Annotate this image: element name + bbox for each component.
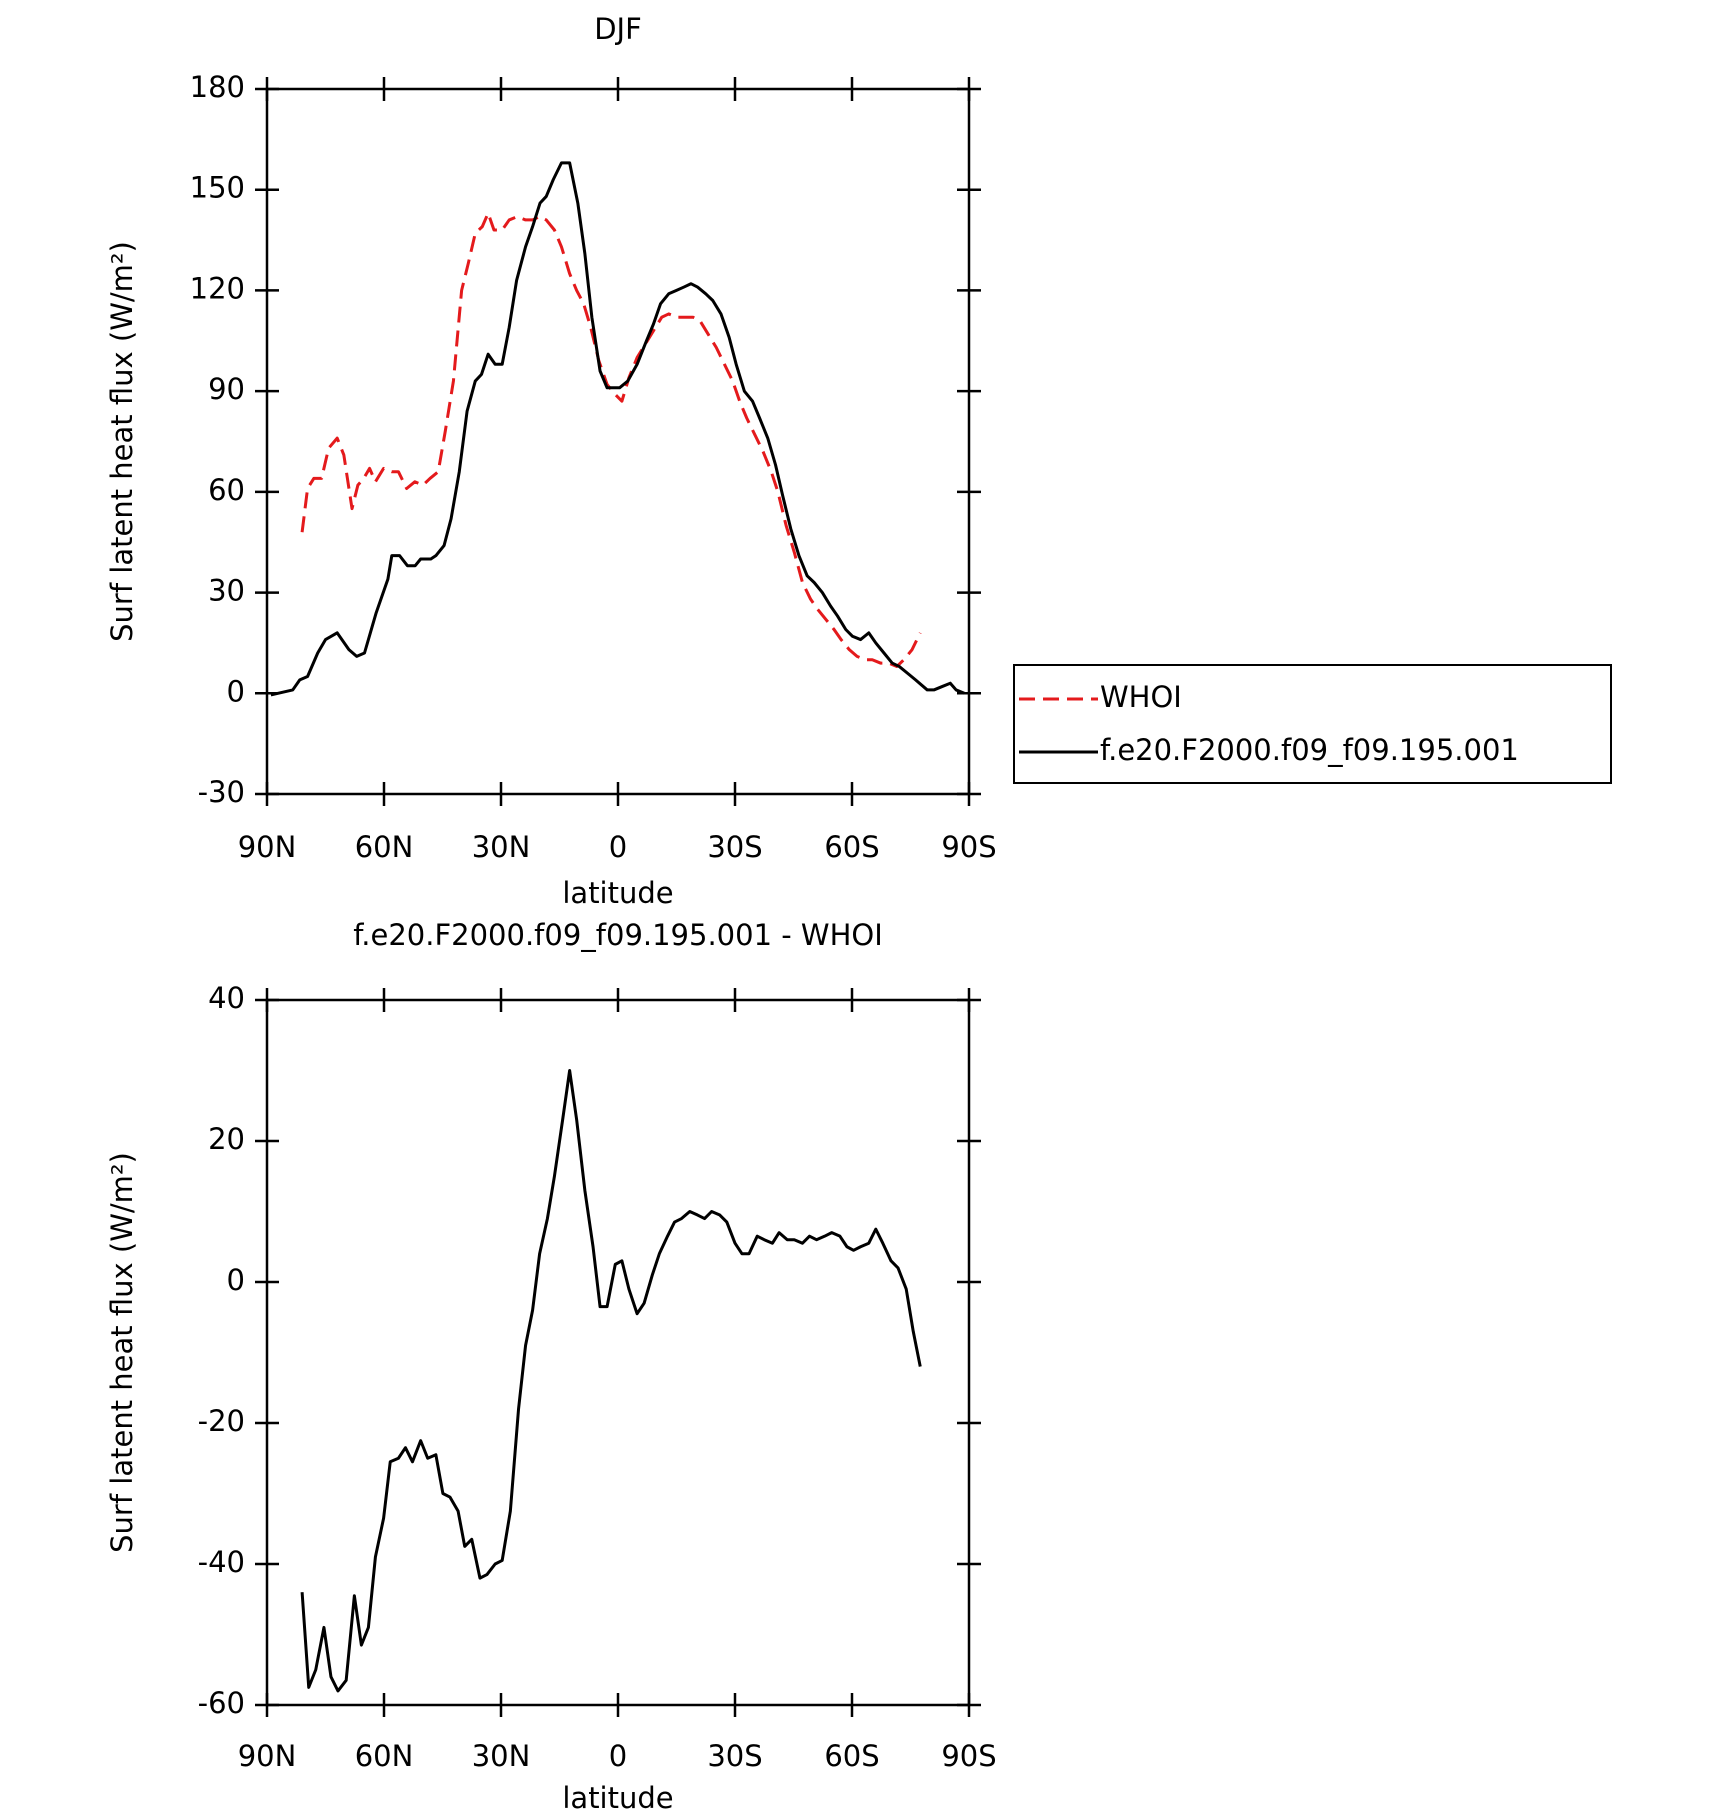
x-tick-label: 60S — [824, 1739, 879, 1773]
x-tick-label: 90S — [941, 1739, 996, 1773]
x-tick-label: 90N — [238, 1739, 297, 1773]
x-tick-label: 60S — [824, 830, 879, 864]
y-tick-label: -30 — [198, 775, 245, 809]
x-tick-label: 60N — [355, 830, 414, 864]
x-tick-label: 30N — [472, 1739, 531, 1773]
chart-title: f.e20.F2000.f09_f09.195.001 - WHOI — [353, 918, 883, 952]
x-tick-label: 30N — [472, 830, 531, 864]
y-tick-label: 120 — [190, 271, 245, 305]
y-tick-label: -40 — [198, 1545, 245, 1579]
chart-title: DJF — [594, 12, 642, 46]
legend-label: f.e20.F2000.f09_f09.195.001 — [1100, 733, 1519, 767]
x-tick-label: 0 — [609, 830, 627, 864]
legend-label: WHOI — [1100, 680, 1182, 714]
x-axis-label: latitude — [562, 876, 673, 910]
y-tick-label: -20 — [198, 1404, 245, 1438]
legend-box — [1013, 664, 1612, 784]
y-tick-label: 0 — [227, 1263, 245, 1297]
y-tick-label: 180 — [190, 70, 245, 104]
y-tick-label: 20 — [208, 1122, 245, 1156]
y-tick-label: 40 — [208, 981, 245, 1015]
data-line — [300, 1069, 922, 1693]
y-tick-label: 30 — [208, 574, 245, 608]
x-tick-label: 90S — [941, 830, 996, 864]
x-tick-label: 90N — [238, 830, 297, 864]
y-tick-label: -60 — [198, 1686, 245, 1720]
y-axis-label: Surf latent heat flux (W/m²) — [105, 241, 139, 642]
x-tick-label: 60N — [355, 1739, 414, 1773]
y-tick-label: 0 — [227, 674, 245, 708]
y-tick-label: 90 — [208, 372, 245, 406]
x-tick-label: 30S — [707, 1739, 762, 1773]
y-tick-label: 150 — [190, 171, 245, 205]
y-axis-label: Surf latent heat flux (W/m²) — [105, 1152, 139, 1553]
y-tick-label: 60 — [208, 473, 245, 507]
data-line — [270, 161, 965, 697]
x-axis-label: latitude — [562, 1781, 673, 1815]
plot-frame — [265, 87, 971, 796]
x-tick-label: 0 — [609, 1739, 627, 1773]
x-tick-label: 30S — [707, 830, 762, 864]
